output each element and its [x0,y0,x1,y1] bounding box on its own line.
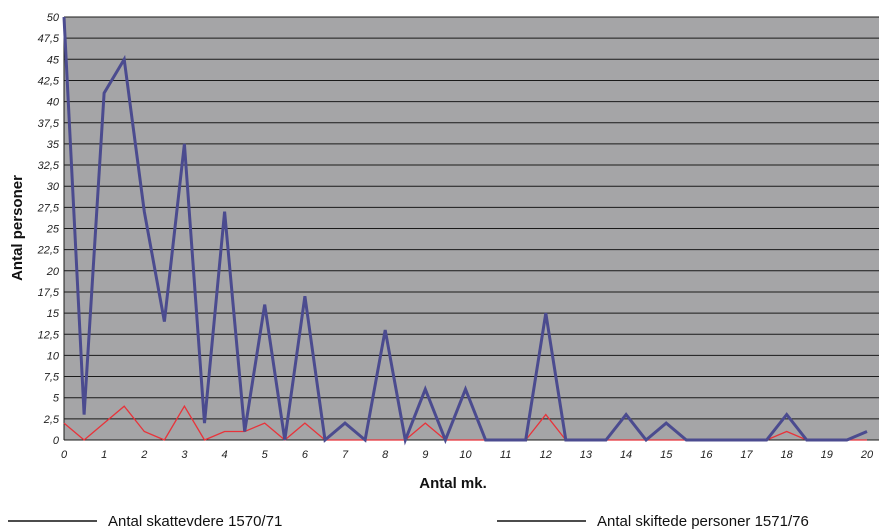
x-tick-label-3: 3 [181,449,188,461]
y-tick-label-5: 12,5 [38,329,60,341]
y-tick-label-17: 42,5 [38,75,60,87]
y-tick-label-16: 40 [47,97,60,109]
y-tick-label-12: 30 [47,181,60,193]
gridlines [63,16,879,441]
y-tick-label-2: 5 [53,393,60,405]
x-tick-label-5: 5 [262,449,269,461]
y-tick-label-15: 37,5 [38,118,60,130]
y-tick-label-4: 10 [47,350,60,362]
y-tick-label-0: 0 [53,435,60,447]
x-tick-label-13: 13 [580,449,593,461]
x-tick-label-10: 10 [459,449,472,461]
y-tick-label-10: 25 [46,224,60,236]
y-tick-label-6: 15 [47,308,60,320]
x-tick-label-19: 19 [821,449,833,461]
x-tick-label-11: 11 [500,449,511,461]
x-tick-label-4: 4 [222,449,228,461]
y-tick-label-7: 17,5 [38,287,60,299]
y-tick-label-14: 35 [47,139,60,151]
series-line-1 [62,16,868,446]
legend-label-1: Antal skiftede personer 1571/76 [597,513,809,529]
x-tick-label-17: 17 [740,449,753,461]
x-tick-label-6: 6 [302,449,309,461]
y-tick-label-9: 22,5 [37,245,60,257]
x-tick-label-7: 7 [342,449,349,461]
legend-label-0: Antal skattevdere 1570/71 [108,513,282,529]
x-tick-label-18: 18 [781,449,794,461]
series-lines [62,16,868,446]
y-tick-label-19: 47,5 [38,33,60,45]
y-tick-label-20: 50 [47,12,60,24]
y-tick-label-8: 20 [46,266,60,278]
y-tick-label-1: 2,5 [43,414,60,426]
y-tick-label-13: 32,5 [38,160,60,172]
y-tick-label-11: 27,5 [37,202,60,214]
x-tick-label-2: 2 [140,449,147,461]
x-tick-label-1: 1 [101,449,107,461]
x-tick-label-14: 14 [620,449,632,461]
y-axis-title: Antal personer [9,175,26,281]
x-tick-label-15: 15 [660,449,673,461]
x-axis-title: Antal mk. [419,475,487,492]
x-tick-label-20: 20 [860,449,874,461]
y-tick-label-3: 7,5 [44,372,60,384]
x-tick-labels: 0 1 2 3 4 5 6 7 8 9 10 11 12 13 14 15 16 17 18 19 20 [61,449,874,461]
legend: Antal skattevdere 1570/71 Antal skiftede… [8,513,809,529]
x-tick-label-12: 12 [540,449,552,461]
x-tick-label-16: 16 [700,449,713,461]
y-tick-labels: 0 2,5 5 7,5 10 12,5 15 17,5 20 22,5 25 27,5 30 32,5 35… [37,12,60,447]
y-tick-label-18: 45 [47,54,60,66]
x-tick-label-8: 8 [382,449,389,461]
x-tick-label-0: 0 [61,449,68,461]
x-tick-label-9: 9 [422,449,428,461]
